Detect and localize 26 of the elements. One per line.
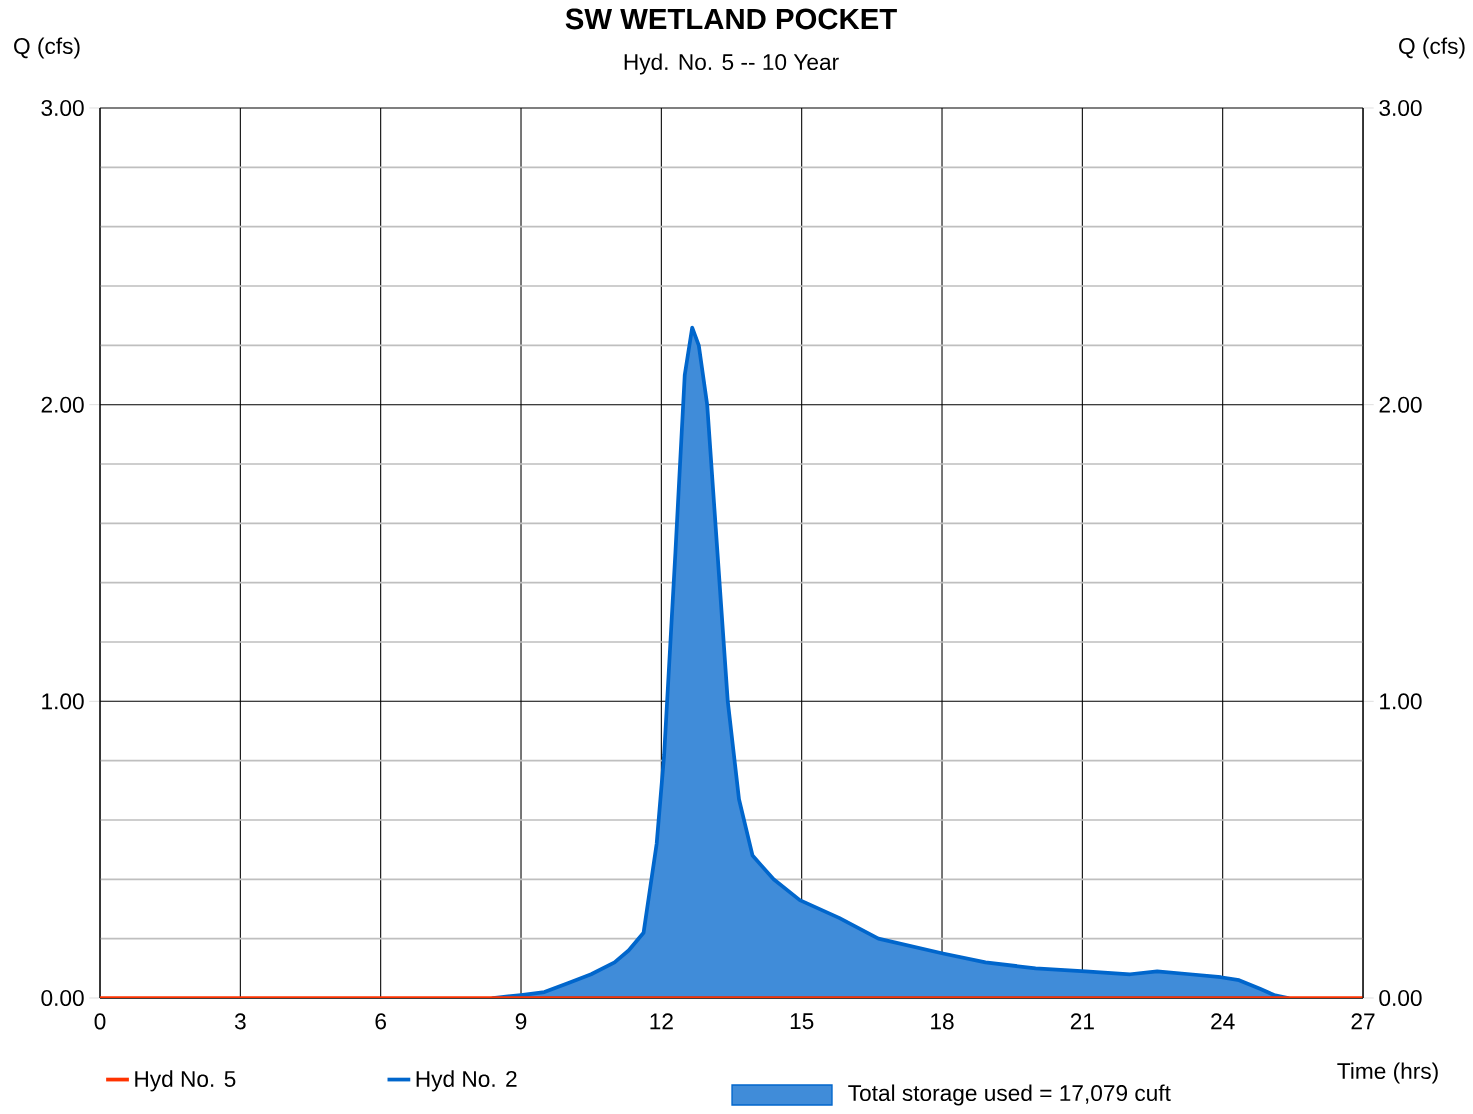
x-tick-label: 6 [375, 1013, 386, 1030]
x-tick-label: 15 [790, 1013, 814, 1030]
y2-tick-label: 3.00 [1379, 99, 1422, 117]
y2-tick-label: 1.00 [1380, 693, 1422, 710]
x-tick-label: 18 [931, 1013, 954, 1030]
text: Total storage used = 17,079 cuft [848, 1084, 1171, 1106]
y-tick-label: 1.00 [42, 693, 84, 710]
x-axis-title: Time (hrs) [1337, 1062, 1438, 1084]
y-tick-label: 3.00 [41, 99, 84, 117]
chart-title: SW WETLAND POCKET [565, 8, 897, 30]
y-axis-title: Q (cfs) [14, 37, 80, 59]
y2-axis-title: Q (cfs) [1399, 37, 1465, 59]
x-tick-label: 0 [94, 1013, 106, 1030]
x-tick-label: 21 [1070, 1013, 1094, 1030]
x-tick-label: 12 [650, 1013, 673, 1030]
x-tick-label: 24 [1211, 1013, 1235, 1030]
x-tick-label: 9 [515, 1013, 527, 1030]
x-tick-label: 27 [1351, 1013, 1375, 1030]
y-tick-label: 0.00 [41, 989, 84, 1007]
x-tick-label: 3 [234, 1013, 246, 1030]
chart-subtitle: Hyd. No. 5 -- 10 Year [624, 53, 839, 75]
y2-tick-label: 0.00 [1379, 989, 1422, 1007]
legend-label: Hyd No. 2 [416, 1070, 517, 1092]
y2-tick-label: 2.00 [1379, 396, 1422, 413]
y-tick-label: 2.00 [41, 396, 84, 413]
legend-label: Hyd No. 5 [135, 1070, 236, 1092]
